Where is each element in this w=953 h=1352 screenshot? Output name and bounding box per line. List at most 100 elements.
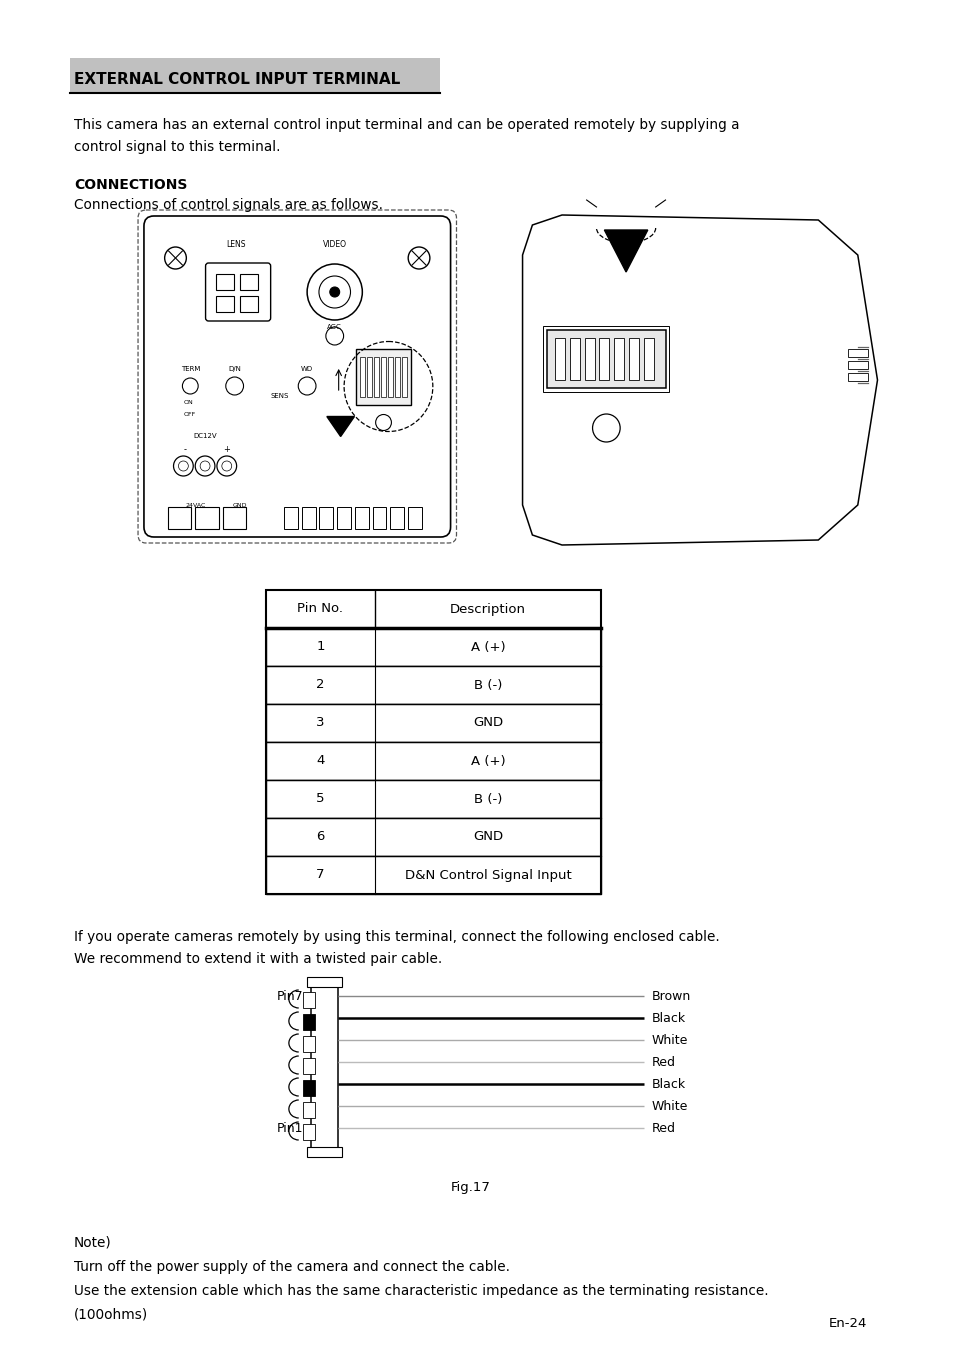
- Text: Black: Black: [651, 1078, 685, 1091]
- Bar: [306, 1146, 342, 1157]
- Circle shape: [330, 287, 339, 297]
- Bar: [395, 357, 399, 396]
- Text: 6: 6: [315, 830, 324, 844]
- Text: White: White: [651, 1033, 687, 1046]
- Bar: [388, 357, 393, 396]
- Bar: [195, 507, 218, 529]
- Bar: [266, 589, 600, 894]
- Bar: [302, 1080, 314, 1096]
- Bar: [301, 507, 315, 529]
- Text: Brown: Brown: [651, 990, 690, 1002]
- Text: D/N: D/N: [228, 366, 241, 372]
- Text: VIDEO: VIDEO: [322, 241, 346, 249]
- Text: 7: 7: [315, 868, 324, 882]
- Text: Red: Red: [651, 1056, 675, 1068]
- Text: B (-): B (-): [474, 679, 501, 691]
- Bar: [240, 274, 257, 289]
- Text: WD: WD: [301, 366, 313, 372]
- Circle shape: [216, 456, 236, 476]
- Bar: [266, 818, 600, 856]
- Bar: [266, 667, 600, 704]
- Text: Description: Description: [450, 603, 525, 615]
- Bar: [408, 507, 421, 529]
- Circle shape: [173, 456, 193, 476]
- Text: GND: GND: [473, 830, 502, 844]
- Text: 1: 1: [315, 641, 324, 653]
- Text: EXTERNAL CONTROL INPUT TERMINAL: EXTERNAL CONTROL INPUT TERMINAL: [74, 72, 399, 87]
- Bar: [360, 357, 365, 396]
- Text: OFF: OFF: [183, 412, 195, 416]
- Text: White: White: [651, 1099, 687, 1113]
- Text: If you operate cameras remotely by using this terminal, connect the following en: If you operate cameras remotely by using…: [74, 930, 719, 944]
- Text: En-24: En-24: [827, 1317, 865, 1330]
- Circle shape: [298, 377, 315, 395]
- Bar: [628, 338, 639, 380]
- Bar: [216, 274, 233, 289]
- Bar: [373, 507, 386, 529]
- Bar: [302, 1036, 314, 1052]
- Text: Pin No.: Pin No.: [297, 603, 343, 615]
- FancyBboxPatch shape: [144, 216, 450, 537]
- Text: Pin7: Pin7: [276, 990, 303, 1002]
- Circle shape: [195, 456, 214, 476]
- Bar: [367, 357, 372, 396]
- Circle shape: [178, 461, 188, 470]
- Bar: [319, 507, 333, 529]
- Text: This camera has an external control input terminal and can be operated remotely : This camera has an external control inpu…: [74, 118, 739, 132]
- Circle shape: [318, 276, 350, 308]
- Circle shape: [592, 414, 619, 442]
- Bar: [223, 507, 246, 529]
- Bar: [168, 507, 191, 529]
- Text: B (-): B (-): [474, 792, 501, 806]
- Bar: [302, 1124, 314, 1140]
- Text: A (+): A (+): [470, 754, 505, 768]
- Bar: [302, 1014, 314, 1030]
- Circle shape: [375, 415, 391, 430]
- Circle shape: [326, 327, 343, 345]
- Text: GND: GND: [233, 503, 247, 508]
- Text: D&N Control Signal Input: D&N Control Signal Input: [404, 868, 571, 882]
- Bar: [374, 357, 378, 396]
- Text: 3: 3: [315, 717, 324, 730]
- FancyBboxPatch shape: [205, 264, 271, 320]
- Bar: [355, 507, 369, 529]
- Text: control signal to this terminal.: control signal to this terminal.: [74, 141, 280, 154]
- Text: AGC: AGC: [327, 324, 342, 330]
- Bar: [547, 330, 665, 388]
- Text: Red: Red: [651, 1122, 675, 1134]
- Text: Fig.17: Fig.17: [450, 1182, 490, 1194]
- Bar: [306, 977, 342, 987]
- PathPatch shape: [522, 215, 877, 545]
- Text: 5: 5: [315, 792, 324, 806]
- Text: -: -: [184, 445, 187, 454]
- Text: TERM: TERM: [180, 366, 200, 372]
- Polygon shape: [604, 230, 647, 272]
- Circle shape: [200, 461, 210, 470]
- Text: 4: 4: [315, 754, 324, 768]
- Text: SENS: SENS: [270, 393, 289, 399]
- Bar: [542, 326, 669, 392]
- Polygon shape: [327, 416, 355, 437]
- Bar: [302, 1102, 314, 1118]
- Text: Use the extension cable which has the same characteristic impedance as the termi: Use the extension cable which has the sa…: [74, 1284, 768, 1298]
- Text: A (+): A (+): [470, 641, 505, 653]
- Text: Black: Black: [651, 1011, 685, 1025]
- Text: (100ohms): (100ohms): [74, 1307, 148, 1322]
- Bar: [584, 338, 594, 380]
- Text: We recommend to extend it with a twisted pair cable.: We recommend to extend it with a twisted…: [74, 952, 442, 965]
- Text: Note): Note): [74, 1236, 112, 1251]
- Text: Connections of control signals are as follows.: Connections of control signals are as fo…: [74, 197, 382, 212]
- Text: Turn off the power supply of the camera and connect the cable.: Turn off the power supply of the camera …: [74, 1260, 510, 1274]
- Bar: [266, 589, 600, 627]
- Circle shape: [408, 247, 430, 269]
- Bar: [216, 296, 233, 312]
- Bar: [266, 856, 600, 894]
- Bar: [356, 349, 410, 404]
- Circle shape: [226, 377, 243, 395]
- Bar: [380, 357, 386, 396]
- Circle shape: [165, 247, 186, 269]
- Bar: [847, 349, 866, 357]
- Bar: [302, 1059, 314, 1073]
- Bar: [70, 58, 439, 92]
- Bar: [266, 627, 600, 667]
